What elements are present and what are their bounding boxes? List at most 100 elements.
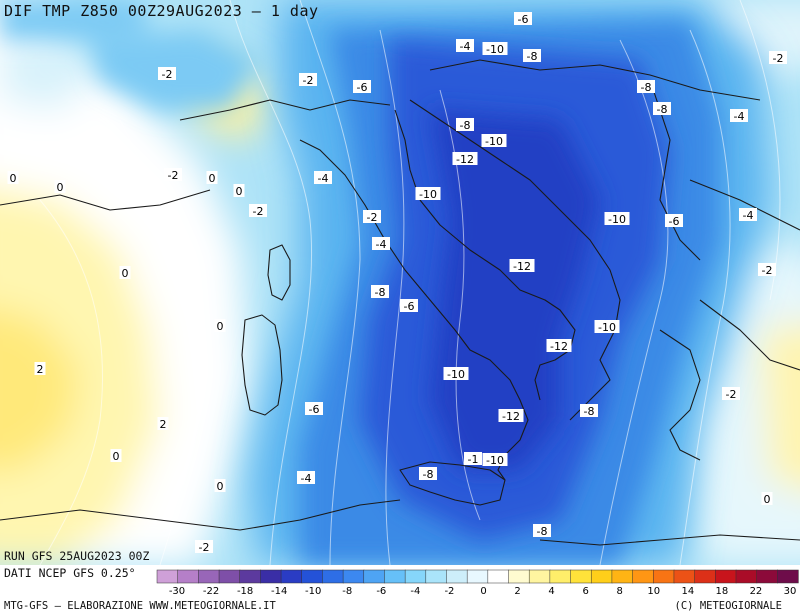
contour-label-text: 0 (57, 181, 64, 194)
contour-label-text: -12 (502, 410, 520, 423)
contour-label: -2 (195, 540, 213, 554)
contour-label-text: -8 (584, 405, 595, 418)
colorbar-swatch (446, 569, 468, 584)
colorbar-tick-label: -30 (169, 586, 185, 597)
contour-label-text: 0 (217, 480, 224, 493)
contour-label-text: 0 (764, 493, 771, 506)
colorbar-swatch (756, 569, 778, 584)
colorbar-tick-label: -10 (305, 586, 321, 597)
colorbar-swatch (590, 569, 613, 584)
colorbar-swatch (466, 569, 489, 584)
contour-label: -2 (299, 73, 317, 87)
contour-label-text: -2 (367, 211, 378, 224)
contour-label-text: -10 (485, 135, 503, 148)
contour-label-text: 2 (160, 418, 167, 431)
contour-label: -10 (481, 134, 507, 148)
contour-label: -6 (400, 299, 418, 313)
colorbar-swatch (280, 569, 303, 584)
contour-label: -12 (546, 339, 572, 353)
contour-label: -8 (653, 102, 671, 116)
colorbar-swatch (384, 569, 406, 584)
contour-label-text: -12 (550, 340, 568, 353)
contour-label-text: -6 (309, 403, 320, 416)
contour-label: 0 (110, 449, 122, 463)
colorbar-swatch (322, 569, 344, 584)
contour-label: 2 (34, 362, 46, 376)
footer-credit: MTG-GFS — ELABORAZIONE WWW.METEOGIORNALE… (4, 600, 276, 612)
contour-label-text: -4 (743, 209, 754, 222)
contour-label: -4 (730, 109, 748, 123)
contour-label: 0 (761, 492, 773, 506)
contour-label-text: -8 (537, 525, 548, 538)
colorbar-tick-label: 14 (681, 586, 694, 597)
contour-label: -1 (464, 452, 482, 466)
colorbar-tick-label: 6 (582, 586, 588, 597)
contour-label: -4 (372, 237, 390, 251)
colorbar-swatch (777, 569, 799, 584)
contour-label-text: -8 (423, 468, 434, 481)
contour-label-text: 0 (236, 185, 243, 198)
colorbar-tick-label: 18 (716, 586, 729, 597)
colorbar-tick-label: 2 (514, 586, 520, 597)
colorbar-swatch (363, 569, 386, 584)
colorbar-swatch (239, 569, 262, 584)
contour-label-text: 0 (217, 320, 224, 333)
colorbar-swatch (198, 569, 220, 584)
contour-label-text: -2 (726, 388, 737, 401)
colorbar-swatch (177, 569, 200, 584)
contour-label: -4 (456, 39, 474, 53)
colorbar-tick-label: -14 (271, 586, 287, 597)
colorbar-tick-label: -2 (444, 586, 454, 597)
colorbar-tick-label: -4 (410, 586, 420, 597)
contour-label: 0 (7, 171, 19, 185)
contour-label: -6 (514, 12, 532, 26)
colorbar-tick-label: 0 (480, 586, 486, 597)
contour-label-text: -8 (527, 50, 538, 63)
contour-label: -12 (452, 152, 478, 166)
colorbar-swatch (404, 569, 427, 584)
contour-label: -10 (443, 367, 469, 381)
contour-label: -10 (482, 453, 508, 467)
colorbar-swatch (218, 569, 241, 584)
contour-label-text: -4 (318, 172, 329, 185)
colorbar-swatch (653, 569, 675, 584)
contour-label: -4 (739, 208, 757, 222)
colorbar-swatch (611, 569, 634, 584)
contour-label-text: -8 (375, 286, 386, 299)
contour-label-text: -12 (456, 153, 474, 166)
contour-label-text: 0 (122, 267, 129, 280)
contour-label-text: -8 (460, 119, 471, 132)
contour-label-text: -4 (301, 472, 312, 485)
contour-label: 0 (214, 479, 226, 493)
colorbar-tick-label: -18 (237, 586, 253, 597)
contour-label: -8 (371, 285, 389, 299)
contour-label-text: -1 (468, 453, 479, 466)
contour-label: -8 (456, 118, 474, 132)
colorbar: -30 -22 -18 -14 -10 -8 -6 -4 -2 0 2 4 6 8 10 14 18 22 30 (156, 569, 799, 597)
colorbar-tick-label: 10 (647, 586, 660, 597)
contour-label: 0 (214, 319, 226, 333)
contour-label-text: -10 (486, 454, 504, 467)
contour-label: -10 (604, 212, 630, 226)
contour-label-text: -12 (513, 260, 531, 273)
contour-label: -2 (164, 168, 182, 182)
contour-label-text: -2 (762, 264, 773, 277)
colorbar-tick-label: -8 (342, 586, 352, 597)
contour-label-text: -2 (168, 169, 179, 182)
colorbar-swatch (528, 569, 551, 584)
contour-label-text: -4 (376, 238, 387, 251)
colorbar-tick-label: 4 (548, 586, 554, 597)
contour-label-text: -10 (447, 368, 465, 381)
map-title: DIF TMP Z850 00Z29AUG2023 — 1 day (4, 2, 319, 20)
contour-label: 0 (233, 184, 245, 198)
contour-label: -12 (498, 409, 524, 423)
contour-label: -8 (533, 524, 551, 538)
colorbar-swatch (260, 569, 282, 584)
colorbar-swatch (715, 569, 737, 584)
colorbar-swatch (673, 569, 696, 584)
contour-label-text: 0 (209, 172, 216, 185)
colorbar-swatch (342, 569, 365, 584)
contour-label: -6 (305, 402, 323, 416)
contour-label-text: -2 (199, 541, 210, 554)
colorbar-swatch (549, 569, 572, 584)
